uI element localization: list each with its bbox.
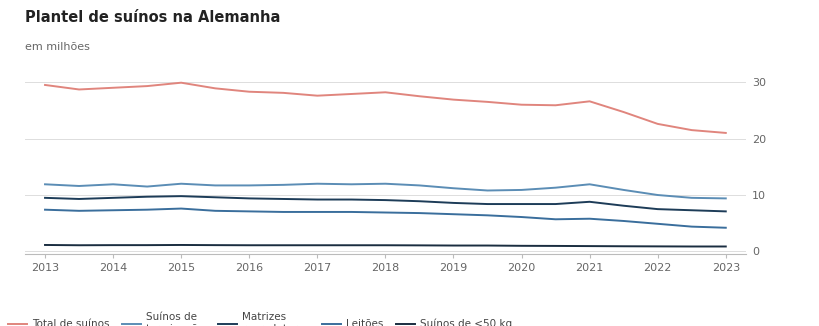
Text: Plantel de suínos na Alemanha: Plantel de suínos na Alemanha bbox=[25, 10, 279, 25]
Legend: Total de suínos, Suínos de
terminação, Matrizes
reprodutoras, Leitões, Suínos de: Total de suínos, Suínos de terminação, M… bbox=[8, 312, 511, 326]
Text: em milhões: em milhões bbox=[25, 42, 89, 52]
